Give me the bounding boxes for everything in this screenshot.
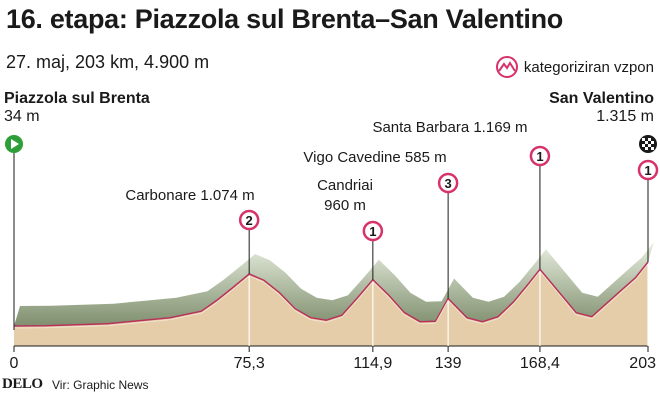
climb-category-icon [437, 172, 459, 194]
profile-area [14, 262, 648, 346]
x-tick-label: 75,3 [234, 355, 265, 372]
finish-flag-square [642, 138, 645, 141]
climb-label: Carbonare 1.074 m [125, 186, 254, 206]
profile-line [13, 261, 649, 327]
x-tick-label: 114,9 [353, 355, 392, 372]
finish-flag-square [651, 141, 654, 144]
profile-depth-band [14, 242, 654, 326]
finish-flag-square [648, 144, 651, 147]
climb-category-label: 1 [536, 149, 543, 164]
finish-flag-square [651, 147, 654, 150]
climb-name: Santa Barbara 1.169 m [372, 119, 528, 136]
legend: kategoriziran vzpon [495, 56, 654, 78]
climb-name: Carbonare 1.074 m [125, 187, 255, 204]
climb-name: Vigo Cavedine 585 m [303, 149, 447, 166]
start-block: Piazzola sul Brenta 34 m [4, 90, 150, 126]
categorized-climb-icon [495, 56, 518, 78]
climb-label: Candriai 960 m [317, 176, 373, 216]
climb-altitude: 960 m [324, 197, 366, 214]
footer-source: Vir: Graphic News [52, 378, 149, 392]
climb-category-label: 3 [445, 176, 452, 191]
legend-label: kategoriziran vzpon [523, 58, 654, 76]
stage-subtitle: 27. maj, 203 km, 4.900 m [6, 52, 210, 72]
climb-category-icon [238, 209, 260, 231]
start-name: Piazzola sul Brenta [4, 90, 150, 107]
finish-name: San Valentino [549, 90, 654, 107]
climb-category-label: 2 [246, 213, 253, 228]
finish-flag-icon [639, 135, 657, 153]
finish-flag-square [648, 138, 651, 141]
finish-flag-square [645, 141, 648, 144]
climb-label: Santa Barbara 1.169 m [372, 118, 527, 138]
page-title: 16. etapa: Piazzola sul Brenta–San Valen… [6, 4, 563, 34]
finish-altitude: 1.315 m [596, 108, 654, 125]
start-play-icon [11, 139, 19, 149]
x-tick-label: 168,4 [520, 355, 560, 372]
finish-flag-square [645, 147, 648, 150]
footer-logo: DELO [2, 376, 43, 392]
x-tick-label: 139 [435, 355, 462, 372]
climb-category-label: 1 [369, 224, 376, 239]
climb-name: Candriai [317, 177, 373, 194]
finish-block: San Valentino 1.315 m [549, 90, 654, 126]
x-tick-label: 203 [629, 355, 656, 372]
climb-category-icon [529, 145, 551, 167]
start-altitude: 34 m [4, 108, 40, 125]
profile-highlight [13, 263, 649, 329]
finish-flag-square [642, 144, 645, 147]
climb-category-icon [637, 159, 659, 181]
climb-category-icon [362, 220, 384, 242]
x-tick-label: 0 [10, 355, 19, 372]
climb-category-label: 1 [644, 163, 651, 178]
climb-label: Vigo Cavedine 585 m [303, 148, 446, 168]
